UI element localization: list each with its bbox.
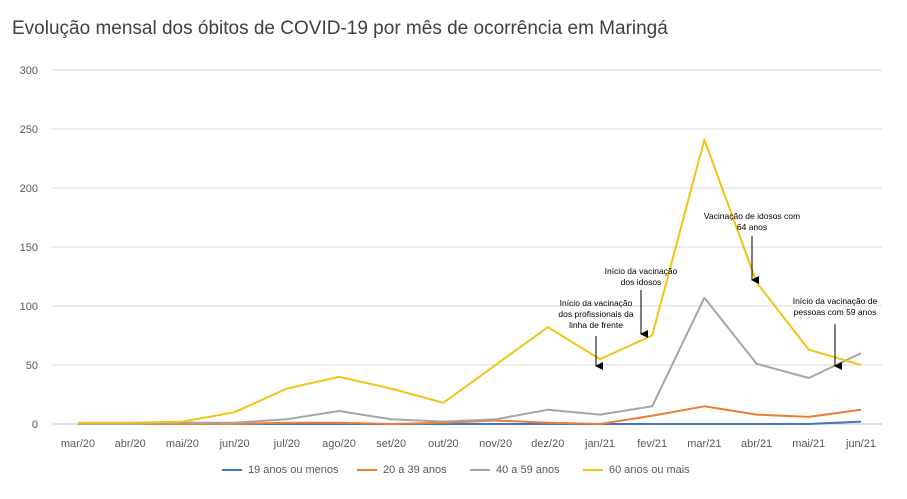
x-tick-label: nov/20	[479, 438, 512, 450]
legend-item: 60 anos ou mais	[583, 464, 690, 476]
annotation-text: linha de frente	[569, 320, 623, 330]
legend-swatch	[222, 469, 242, 471]
series-lines	[77, 138, 862, 425]
x-tick-label: abr/20	[115, 438, 146, 450]
y-axis-tick-labels: 0 50 100 150 200 250 300	[20, 65, 38, 431]
gridlines	[52, 69, 882, 425]
annotation-text: Início da vacinação	[560, 298, 633, 308]
y-tick-label: 300	[20, 65, 38, 77]
annotation-text: Início da vacinação de	[793, 296, 878, 306]
x-tick-label: jun/20	[219, 438, 250, 450]
y-tick-label: 0	[32, 419, 38, 431]
x-tick-label: jun/21	[845, 438, 876, 450]
annotation-text: 64 anos	[737, 222, 767, 232]
legend-swatch	[470, 469, 490, 471]
legend-label: 40 a 59 anos	[496, 464, 560, 476]
legend: 19 anos ou menos 20 a 39 anos 40 a 59 anos…	[0, 464, 907, 484]
y-tick-label: 50	[26, 360, 38, 372]
legend-label: 19 anos ou menos	[248, 464, 339, 476]
annotation-text: dos profissionais da	[558, 309, 633, 319]
y-tick-label: 150	[20, 242, 38, 254]
annotation-text: dos idosos	[621, 277, 662, 287]
x-tick-label: abr/21	[741, 438, 772, 450]
x-tick-label: mai/20	[166, 438, 199, 450]
legend-swatch	[583, 469, 603, 471]
x-tick-label: mai/21	[792, 438, 825, 450]
y-tick-label: 200	[20, 183, 38, 195]
x-axis-tick-labels: mar/20 abr/20 mai/20 jun/20 jul/20 ago/20 set/…	[61, 438, 876, 450]
y-tick-label: 250	[20, 124, 38, 136]
x-tick-label: mar/21	[687, 438, 721, 450]
y-tick-label: 100	[20, 301, 38, 313]
legend-label: 20 a 39 anos	[383, 464, 447, 476]
legend-item: 40 a 59 anos	[470, 464, 560, 476]
series-line-2	[78, 405, 862, 425]
x-tick-label: jan/21	[584, 438, 615, 450]
x-tick-label: jul/20	[273, 438, 300, 450]
annotation-text: pessoas com 59 anos	[794, 307, 877, 317]
x-tick-label: ago/20	[322, 438, 356, 450]
annotation-text: Início da vacinação	[605, 266, 678, 276]
x-tick-label: dez/20	[531, 438, 564, 450]
x-tick-label: fev/21	[637, 438, 667, 450]
legend-item: 19 anos ou menos	[222, 464, 339, 476]
legend-swatch	[357, 469, 377, 471]
x-tick-label: out/20	[428, 438, 459, 450]
legend-label: 60 anos ou mais	[609, 464, 690, 476]
series-line-4	[78, 138, 862, 424]
chart-title: Evolução mensal dos óbitos de COVID-19 p…	[12, 18, 668, 39]
legend-item: 20 a 39 anos	[357, 464, 447, 476]
series-line-3	[78, 296, 862, 425]
x-tick-label: set/20	[376, 438, 406, 450]
annotation-text: Vacinação de idosos com	[704, 211, 800, 221]
x-tick-label: mar/20	[61, 438, 95, 450]
